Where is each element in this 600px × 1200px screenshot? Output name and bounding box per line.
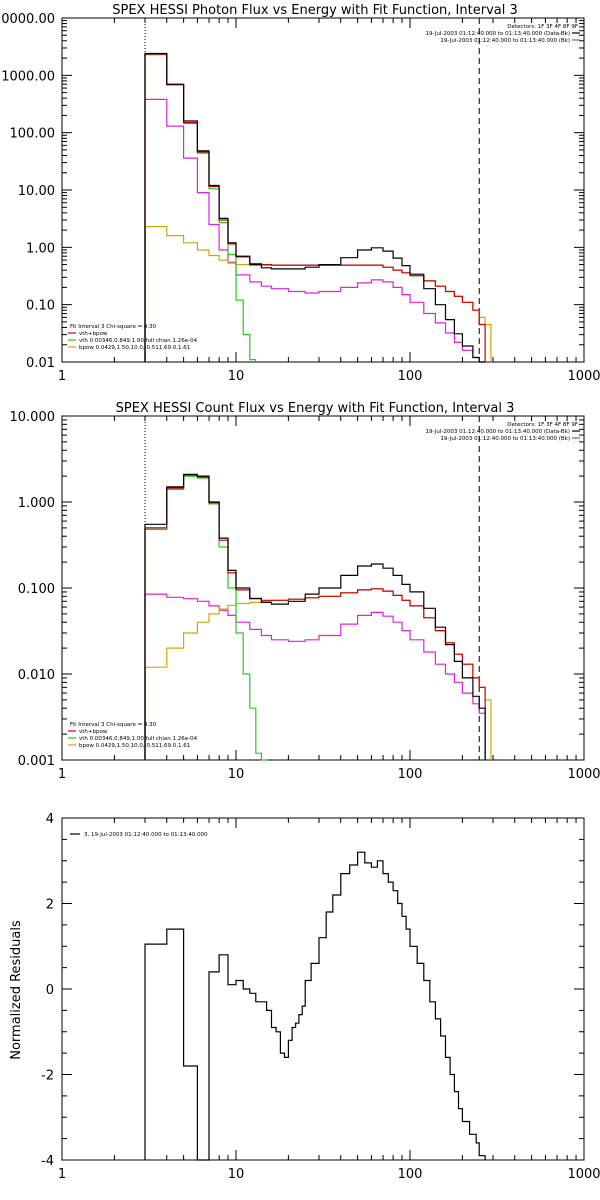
count-y-tick-label: 0.100 bbox=[18, 582, 55, 597]
photon-chart-title: SPEX HESSI Photon Flux vs Energy with Fi… bbox=[112, 3, 518, 18]
photon-y-tick-label: 100.00 bbox=[10, 127, 56, 142]
count-y-tick-label: 0.010 bbox=[18, 668, 55, 683]
photon-header-line: Detectors: 1F 3F 4F 8F 9F bbox=[507, 24, 578, 30]
photon-flux-panel: SPEX HESSI Photon Flux vs Energy with Fi… bbox=[0, 3, 600, 384]
count-legend-entry: bpow 0.0429,1.50,10.0,-0.511,69.0,1.61 bbox=[79, 743, 190, 749]
residuals-y-tick-label: 4 bbox=[46, 812, 54, 827]
photon-y-tick-label: 0.10 bbox=[26, 299, 55, 314]
photon-x-tick-label: 1 bbox=[58, 369, 66, 384]
count-series-background bbox=[144, 593, 486, 760]
photon-y-tick-label: 0.01 bbox=[26, 356, 55, 371]
photon-legend-entry: Fit Interval 3 Chi-square = 4.30 bbox=[70, 324, 157, 330]
residuals-y-tick-label: -2 bbox=[41, 1069, 54, 1084]
residuals-x-tick-label: 1 bbox=[58, 1167, 66, 1182]
photon-legend-entry: vth 0.00346,0.849,1.00 full chian 1.26e-… bbox=[79, 338, 198, 344]
count-legend-entry: vth+bpow bbox=[79, 729, 108, 735]
residuals-legend-entry: 3, 19-Jul-2003 01:12:40.000 to 01:13:40.… bbox=[84, 832, 208, 838]
photon-header-line: 19-Jul-2003 01:12:40.000 to 01:13:40.000… bbox=[440, 38, 570, 44]
count-series-vth-bpow bbox=[144, 474, 486, 760]
residuals-y-axis-label: Normalized Residuals bbox=[9, 920, 24, 1060]
count-y-tick-label: 10.000 bbox=[10, 410, 56, 425]
count-x-tick-label: 1 bbox=[58, 767, 66, 782]
count-header-line: 19-Jul-2003 01:12:40.000 to 01:13:40.000… bbox=[426, 429, 571, 435]
count-series-bpow bbox=[144, 588, 492, 760]
count-header-line: 19-Jul-2003 01:12:40.000 to 01:13:40.000… bbox=[440, 436, 570, 442]
photon-series-vth bbox=[144, 54, 257, 362]
photon-y-tick-label: 1.00 bbox=[26, 241, 55, 256]
residuals-x-tick-label: 10 bbox=[228, 1167, 245, 1182]
count-series-vth bbox=[144, 475, 268, 761]
photon-series-background bbox=[144, 98, 486, 363]
photon-legend-entry: bpow 0.0429,1.50,10.0,-0.511,69.0,1.61 bbox=[79, 345, 190, 351]
count-legend-entry: Fit Interval 3 Chi-square = 4.30 bbox=[70, 722, 157, 728]
photon-y-tick-label: 10.00 bbox=[18, 184, 55, 199]
photon-y-tick-label: 1000.00 bbox=[1, 69, 55, 84]
residuals-y-tick-label: -4 bbox=[41, 1154, 54, 1169]
photon-series-data-minus-bk bbox=[144, 52, 486, 363]
photon-x-tick-label: 10 bbox=[228, 369, 245, 384]
count-x-tick-label: 100 bbox=[398, 767, 423, 782]
photon-x-tick-label: 1000 bbox=[567, 369, 600, 384]
count-chart-title: SPEX HESSI Count Flux vs Energy with Fit… bbox=[116, 401, 515, 416]
residuals-panel: Normalized Residuals 1 10 100 1000 -4-2024 … bbox=[9, 812, 600, 1182]
residuals-plot-frame bbox=[61, 817, 585, 1161]
photon-plot-frame bbox=[61, 17, 585, 363]
photon-series-vth-bpow bbox=[144, 53, 486, 362]
count-series-data-minus-bk bbox=[144, 473, 486, 760]
count-header-line: Detectors: 1F 3F 4F 8F 9F bbox=[507, 422, 578, 428]
photon-header-line: 19-Jul-2003 01:12:40.000 to 01:13:40.000… bbox=[426, 31, 571, 37]
residuals-series-3-19-jul-2003-01-12-40-000-to-01-13-40-000 bbox=[144, 851, 486, 1161]
residuals-y-tick-label: 0 bbox=[46, 983, 54, 998]
photon-x-tick-label: 100 bbox=[398, 369, 423, 384]
count-x-tick-label: 1000 bbox=[567, 767, 600, 782]
residuals-y-tick-label: 2 bbox=[46, 898, 54, 913]
count-flux-panel: SPEX HESSI Count Flux vs Energy with Fit… bbox=[10, 401, 600, 782]
residuals-x-tick-label: 100 bbox=[398, 1167, 423, 1182]
residuals-x-tick-label: 1000 bbox=[567, 1167, 600, 1182]
count-y-tick-label: 0.001 bbox=[18, 754, 55, 769]
count-legend-entry: vth 0.00346,0.849,1.00 full chian 1.26e-… bbox=[79, 736, 198, 742]
photon-legend-entry: vth+bpow bbox=[79, 331, 108, 337]
count-y-tick-label: 1.000 bbox=[18, 496, 55, 511]
count-x-tick-label: 10 bbox=[228, 767, 245, 782]
